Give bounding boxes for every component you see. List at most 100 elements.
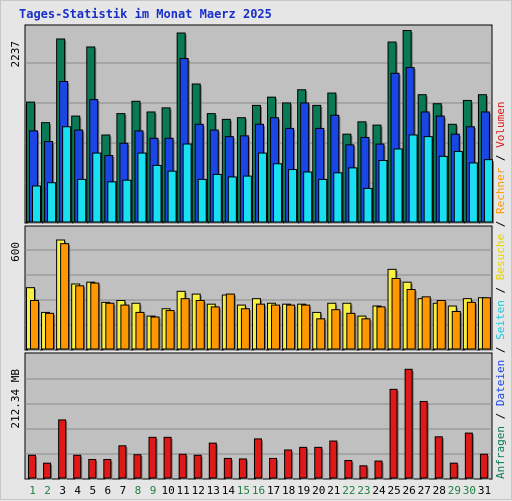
x-tick-label-day-30: 30 <box>463 484 476 497</box>
x-tick-label-day-18: 18 <box>282 484 295 497</box>
bar-seiten-day-5 <box>92 152 102 223</box>
bar-rechner-day-3 <box>60 243 70 350</box>
x-tick-label-day-15: 15 <box>237 484 250 497</box>
bar-seiten-day-11 <box>182 143 192 223</box>
x-tick-label-day-26: 26 <box>403 484 416 497</box>
x-tick-label-day-27: 27 <box>418 484 431 497</box>
x-tick-label-day-20: 20 <box>312 484 325 497</box>
bar-volumen-day-20 <box>314 446 323 479</box>
x-tick-label-day-31: 31 <box>478 484 491 497</box>
bottom-panel-y-max-label: 212.34 MB <box>9 369 22 429</box>
right-legend-part: / <box>494 340 507 360</box>
x-tick-label-day-21: 21 <box>327 484 340 497</box>
bar-rechner-day-9 <box>150 316 160 350</box>
bar-volumen-day-23 <box>359 465 368 479</box>
bar-rechner-day-1 <box>30 300 39 350</box>
bar-volumen-day-4 <box>73 454 82 479</box>
bar-seiten-day-22 <box>348 167 358 223</box>
right-legend-part: Besuche <box>494 234 507 280</box>
right-legend-part: / <box>494 280 507 300</box>
bar-rechner-day-28 <box>436 300 446 350</box>
top-panel-y-max-label: 2237 <box>9 41 22 68</box>
bar-rechner-day-7 <box>120 304 130 350</box>
bar-seiten-day-4 <box>77 178 87 223</box>
bar-volumen-day-14 <box>223 457 232 479</box>
bar-volumen-day-15 <box>238 458 247 479</box>
bar-volumen-day-22 <box>344 460 353 479</box>
bar-volumen-day-2 <box>43 462 52 479</box>
bar-seiten-day-26 <box>408 134 418 223</box>
bar-volumen-day-8 <box>133 454 142 479</box>
bar-rechner-day-24 <box>376 306 386 350</box>
bar-volumen-day-6 <box>103 458 112 479</box>
bar-volumen-day-27 <box>419 400 428 479</box>
right-legend-part: / <box>494 148 507 168</box>
bar-seiten-day-29 <box>453 150 463 223</box>
bar-rechner-day-21 <box>331 309 341 350</box>
bar-seiten-day-6 <box>107 181 117 223</box>
bar-volumen-day-12 <box>193 454 202 479</box>
x-tick-label-day-1: 1 <box>29 484 36 497</box>
bar-rechner-day-11 <box>180 298 190 350</box>
bar-rechner-day-4 <box>75 285 85 350</box>
bar-seiten-day-1 <box>32 185 41 223</box>
x-tick-label-day-5: 5 <box>89 484 96 497</box>
bar-volumen-day-26 <box>404 368 413 479</box>
bar-volumen-day-7 <box>118 445 127 479</box>
x-tick-label-day-19: 19 <box>297 484 310 497</box>
bar-volumen-day-9 <box>148 436 157 479</box>
bar-seiten-day-25 <box>393 148 403 223</box>
bar-seiten-day-28 <box>438 155 448 223</box>
right-legend-part: Seiten <box>494 300 507 340</box>
bar-volumen-day-10 <box>163 436 172 479</box>
bar-seiten-day-7 <box>122 179 132 223</box>
bar-volumen-day-19 <box>299 446 308 479</box>
bar-seiten-day-19 <box>303 171 313 223</box>
bar-volumen-day-21 <box>329 440 338 479</box>
bar-volumen-day-13 <box>208 442 217 479</box>
x-tick-label-day-4: 4 <box>74 484 81 497</box>
x-tick-label-day-28: 28 <box>433 484 446 497</box>
bar-rechner-day-17 <box>271 304 281 350</box>
bar-volumen-day-30 <box>464 432 473 479</box>
bar-seiten-day-9 <box>152 164 162 223</box>
bar-seiten-day-2 <box>47 182 57 223</box>
bar-seiten-day-13 <box>212 173 222 223</box>
bar-rechner-day-23 <box>361 318 371 350</box>
chart-title: Tages-Statistik im Monat Maerz 2025 <box>19 7 272 21</box>
bar-rechner-day-26 <box>406 289 416 350</box>
bar-volumen-day-18 <box>284 449 293 479</box>
bar-volumen-day-31 <box>479 453 488 479</box>
x-tick-label-day-7: 7 <box>120 484 127 497</box>
bar-rechner-day-19 <box>301 304 311 350</box>
x-tick-label-day-10: 10 <box>161 484 174 497</box>
bar-seiten-day-30 <box>468 162 478 223</box>
bar-rechner-day-29 <box>451 311 461 350</box>
bar-rechner-day-13 <box>210 306 220 350</box>
bar-seiten-day-16 <box>257 152 267 223</box>
bar-rechner-day-18 <box>286 304 296 350</box>
x-tick-label-day-29: 29 <box>448 484 461 497</box>
bar-rechner-day-8 <box>135 311 145 350</box>
bar-volumen-day-17 <box>269 457 278 479</box>
x-tick-label-day-3: 3 <box>59 484 66 497</box>
bar-rechner-day-15 <box>240 308 250 350</box>
bar-rechner-day-5 <box>90 282 100 350</box>
bar-rechner-day-2 <box>45 312 55 350</box>
bar-seiten-day-12 <box>197 178 207 223</box>
bar-seiten-day-21 <box>333 172 343 223</box>
x-tick-label-day-25: 25 <box>387 484 400 497</box>
bar-volumen-day-29 <box>449 462 458 479</box>
bar-seiten-day-3 <box>62 126 72 223</box>
bar-rechner-day-20 <box>316 318 326 350</box>
bar-seiten-day-8 <box>137 152 147 223</box>
x-tick-label-day-6: 6 <box>105 484 112 497</box>
bar-seiten-day-23 <box>363 187 373 223</box>
right-legend-part: Dateien <box>494 360 507 406</box>
x-tick-label-day-23: 23 <box>357 484 370 497</box>
middle-panel-y-max-label: 600 <box>9 242 22 262</box>
bar-seiten-day-10 <box>167 170 177 223</box>
right-legend-part: Rechner <box>494 167 507 214</box>
